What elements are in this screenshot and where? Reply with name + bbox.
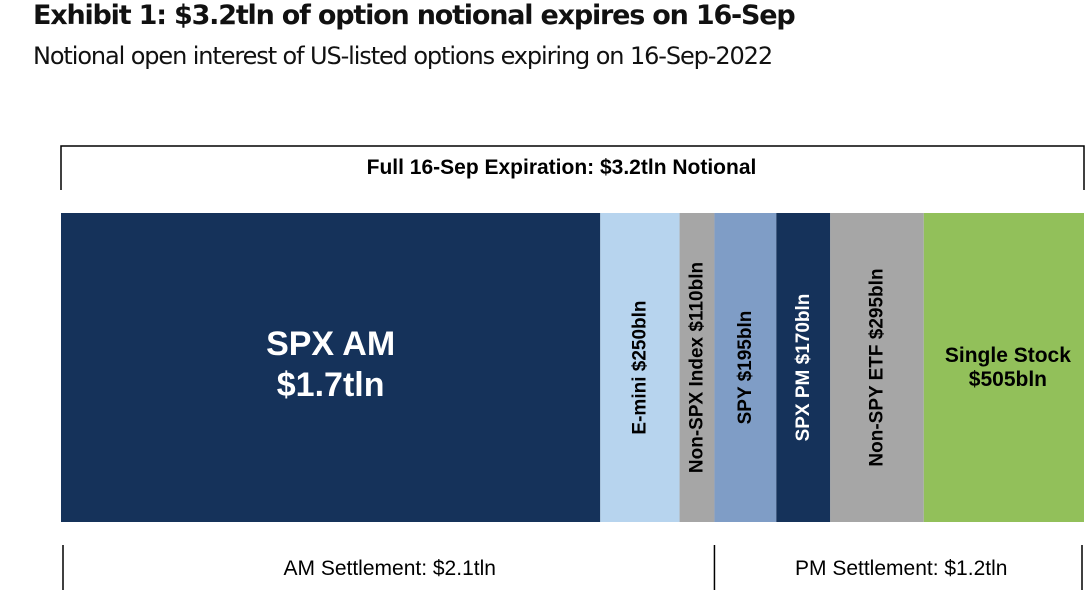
bar-segment-5 (830, 213, 924, 522)
segment-label-6-line-0: Single Stock (945, 344, 1071, 367)
segment-label-4: SPX PM $170bln (793, 294, 814, 442)
bar-segment-4 (776, 213, 831, 522)
bar-segment-6 (923, 213, 1084, 522)
segment-label-3: SPY $195bln (735, 311, 756, 425)
bar-segment-2 (679, 213, 715, 522)
bar-segment-1 (600, 213, 680, 522)
top-bracket-line (60, 145, 1085, 190)
bar-segment-0 (61, 213, 601, 522)
segment-label-0-line-0: SPX AM (266, 325, 395, 363)
segment-label-6-line-1: $505bln (969, 368, 1047, 391)
bar-segment-3 (714, 213, 777, 522)
segment-label-5: Non-SPY ETF $295bln (867, 268, 888, 466)
top-bracket-label: Full 16-Sep Expiration: $3.2tln Notional (367, 156, 757, 179)
segment-label-1: E-mini $250bln (629, 300, 650, 434)
chart-title: Exhibit 1: $3.2tln of option notional ex… (33, 0, 796, 31)
chart-subtitle: Notional open interest of US-listed opti… (33, 42, 773, 70)
bottom-bracket-0-label: AM Settlement: $2.1tln (283, 557, 495, 580)
bottom-bracket-1-label: PM Settlement: $1.2tln (795, 557, 1007, 580)
segment-label-2: Non-SPX Index $110bln (687, 262, 708, 473)
segment-label-0-line-1: $1.7tln (277, 366, 385, 404)
